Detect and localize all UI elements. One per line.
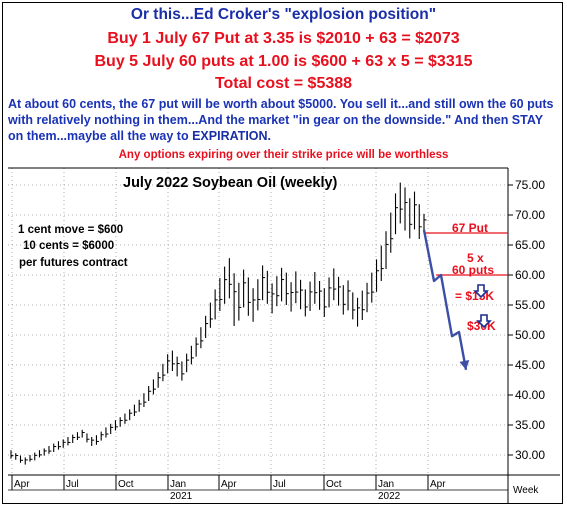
down-arrow-icon [473,284,489,299]
y-tick-label: 50.00 [515,328,545,342]
price-bars [10,182,427,465]
put60-label: 60 puts [452,263,494,277]
x-tick-label: Jul [66,479,79,490]
figure-border [2,2,563,504]
y-tick-label: 65.00 [515,238,545,252]
x-year-label: 2022 [378,491,401,502]
x-tick-label: Oct [326,479,342,490]
y-tick-label: 35.00 [515,418,545,432]
y-tick-label: 75.00 [515,178,545,192]
header-line-3: Buy 5 July 60 puts at 1.00 is $600 + 63 … [94,53,473,70]
down-arrow-icon [476,314,492,329]
x-tick-label: Apr [430,479,446,490]
x-unit-label: Week [513,485,539,496]
put67-label: 67 Put [452,221,488,235]
info-line-1: 1 cent move = $600 [18,224,123,236]
chart-title: July 2022 Soybean Oil (weekly) [123,175,338,191]
y-tick-label: 60.00 [515,268,545,282]
projection-arrowhead-icon [459,360,470,370]
x-tick-label: Apr [14,479,30,490]
header-line-1: Or this...Ed Croker's "explosion positio… [130,6,437,23]
y-tick-label: 30.00 [515,448,545,462]
x-tick-label: Jul [273,479,286,490]
header-total-cost: Total cost = $5388 [214,75,353,92]
info-line-3: per futures contract [19,257,128,269]
x-tick-labels: Apr Jul Oct Jan Apr Jul Oct Jan Apr 2021 2022 Week [8,475,539,502]
y-tick-label: 55.00 [515,298,545,312]
strategy-note-text-a: At about 60 cents, the 67 put will be wo… [8,97,554,127]
x-year-label: 2021 [170,491,193,502]
projection-line [422,229,468,371]
chart-grid [8,168,508,475]
strategy-note: At about 60 cents, the 67 put will be wo… [8,96,560,144]
x-tick-label: Jan [378,479,394,490]
y-tick-label: 45.00 [515,358,545,372]
y-tick-label: 70.00 [515,208,545,222]
y-tick-labels: 75.00 70.00 65.00 60.00 55.00 50.00 45.00 40.00… [508,178,545,462]
x-tick-label: Oct [118,479,134,490]
x-tick-label: Apr [221,479,237,490]
strategy-note-expiration: EXPIRATION. [192,129,272,143]
y-tick-label: 40.00 [515,388,545,402]
info-line-2: 10 cents = $6000 [23,240,114,252]
put60-count-label: 5 x [467,251,484,265]
x-tick-label: Jan [170,479,186,490]
strategy-note-text-b: And then STAY on them...maybe all the wa… [8,113,543,143]
worthless-warning: Any options expiring over their strike p… [118,149,449,161]
strategy-note-quote: "in gear on the downside." [292,113,452,127]
chart-axes [8,167,560,504]
header-line-2: Buy 1 July 67 Put at 3.35 is $2010 + 63 … [107,30,460,47]
